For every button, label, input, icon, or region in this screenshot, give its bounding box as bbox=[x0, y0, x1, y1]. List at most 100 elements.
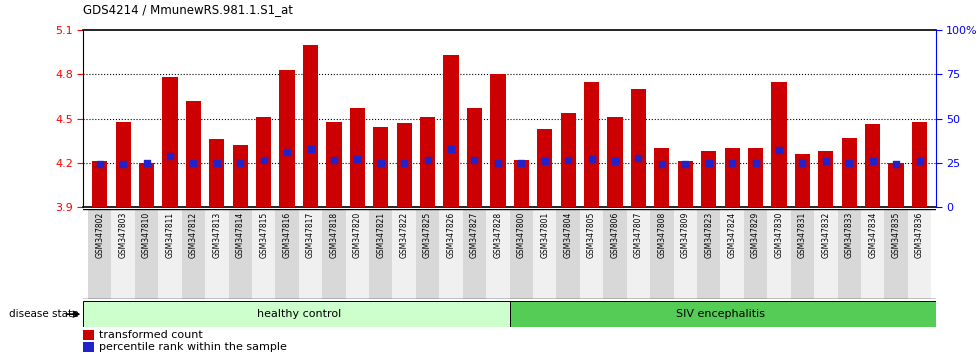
Text: GSM347800: GSM347800 bbox=[516, 212, 526, 258]
Bar bbox=[767, 209, 791, 299]
Bar bbox=[279, 70, 295, 207]
Point bbox=[864, 159, 880, 164]
Text: GSM347817: GSM347817 bbox=[306, 212, 315, 258]
Text: GSM347804: GSM347804 bbox=[564, 212, 572, 258]
Bar bbox=[299, 209, 322, 299]
Point bbox=[256, 157, 271, 163]
Text: GSM347833: GSM347833 bbox=[845, 212, 854, 258]
Bar bbox=[420, 117, 435, 207]
Point bbox=[677, 161, 693, 166]
Bar bbox=[303, 45, 318, 207]
Bar bbox=[627, 209, 650, 299]
Point bbox=[185, 160, 201, 166]
Text: disease state: disease state bbox=[9, 309, 78, 319]
Text: GSM347812: GSM347812 bbox=[189, 212, 198, 258]
Bar bbox=[912, 121, 927, 207]
Bar bbox=[463, 209, 486, 299]
Bar bbox=[139, 163, 154, 207]
Point bbox=[771, 148, 787, 153]
Point bbox=[888, 161, 904, 166]
Point bbox=[326, 157, 342, 163]
Bar bbox=[631, 89, 646, 207]
Point bbox=[279, 149, 295, 155]
Text: GSM347832: GSM347832 bbox=[821, 212, 830, 258]
Bar bbox=[537, 129, 553, 207]
Text: GSM347810: GSM347810 bbox=[142, 212, 151, 258]
Bar bbox=[252, 209, 275, 299]
Bar bbox=[561, 113, 576, 207]
Bar bbox=[533, 209, 557, 299]
Bar bbox=[112, 209, 135, 299]
Text: GSM347809: GSM347809 bbox=[681, 212, 690, 258]
Point bbox=[373, 160, 389, 166]
Bar bbox=[604, 209, 627, 299]
Bar bbox=[697, 209, 720, 299]
Point bbox=[139, 160, 155, 166]
Point bbox=[490, 160, 506, 166]
Text: GSM347818: GSM347818 bbox=[329, 212, 338, 258]
Bar bbox=[443, 55, 459, 207]
Bar bbox=[228, 209, 252, 299]
Bar bbox=[677, 161, 693, 207]
Bar bbox=[842, 138, 857, 207]
Bar bbox=[724, 148, 740, 207]
Point bbox=[116, 161, 131, 166]
Text: GSM347830: GSM347830 bbox=[774, 212, 783, 258]
Text: GSM347836: GSM347836 bbox=[915, 212, 924, 258]
Bar bbox=[256, 117, 271, 207]
Text: GSM347831: GSM347831 bbox=[798, 212, 807, 258]
Text: GSM347822: GSM347822 bbox=[400, 212, 409, 258]
Text: GSM347826: GSM347826 bbox=[447, 212, 456, 258]
Text: GSM347807: GSM347807 bbox=[634, 212, 643, 258]
Bar bbox=[584, 82, 599, 207]
Bar bbox=[275, 209, 299, 299]
Point bbox=[419, 157, 435, 163]
Text: GSM347806: GSM347806 bbox=[611, 212, 619, 258]
Point bbox=[396, 160, 412, 166]
Point bbox=[561, 157, 576, 163]
Point bbox=[584, 156, 600, 162]
Point bbox=[92, 161, 108, 166]
Text: GSM347813: GSM347813 bbox=[213, 212, 221, 258]
Point bbox=[303, 146, 318, 152]
Bar bbox=[373, 127, 388, 207]
Bar bbox=[322, 209, 346, 299]
Point bbox=[232, 160, 248, 166]
Point bbox=[724, 160, 740, 166]
Bar bbox=[232, 145, 248, 207]
Text: GSM347815: GSM347815 bbox=[259, 212, 269, 258]
Bar bbox=[608, 117, 622, 207]
Point bbox=[654, 161, 669, 166]
Bar bbox=[889, 163, 904, 207]
Bar bbox=[720, 209, 744, 299]
Point bbox=[514, 160, 529, 166]
Bar bbox=[655, 148, 669, 207]
Text: healthy control: healthy control bbox=[257, 309, 341, 319]
Point bbox=[748, 160, 763, 166]
Bar bbox=[818, 151, 833, 207]
Bar bbox=[350, 108, 365, 207]
Point bbox=[162, 153, 177, 159]
Bar bbox=[744, 209, 767, 299]
Bar bbox=[580, 209, 604, 299]
Text: GSM347811: GSM347811 bbox=[166, 212, 174, 258]
Text: transformed count: transformed count bbox=[99, 330, 203, 340]
Bar bbox=[181, 209, 205, 299]
Text: GSM347828: GSM347828 bbox=[493, 212, 503, 258]
Text: percentile rank within the sample: percentile rank within the sample bbox=[99, 342, 286, 352]
Bar bbox=[205, 209, 228, 299]
Bar bbox=[748, 148, 763, 207]
Text: GSM347808: GSM347808 bbox=[658, 212, 666, 258]
Text: GSM347820: GSM347820 bbox=[353, 212, 362, 258]
Text: GSM347823: GSM347823 bbox=[705, 212, 713, 258]
Point bbox=[608, 159, 623, 164]
Bar bbox=[416, 209, 439, 299]
Text: GSM347816: GSM347816 bbox=[282, 212, 292, 258]
Point bbox=[443, 146, 459, 152]
Bar bbox=[83, 342, 93, 352]
Text: GSM347824: GSM347824 bbox=[727, 212, 737, 258]
Bar bbox=[135, 209, 158, 299]
Bar bbox=[163, 77, 177, 207]
Text: GSM347827: GSM347827 bbox=[470, 212, 479, 258]
Bar bbox=[490, 74, 506, 207]
